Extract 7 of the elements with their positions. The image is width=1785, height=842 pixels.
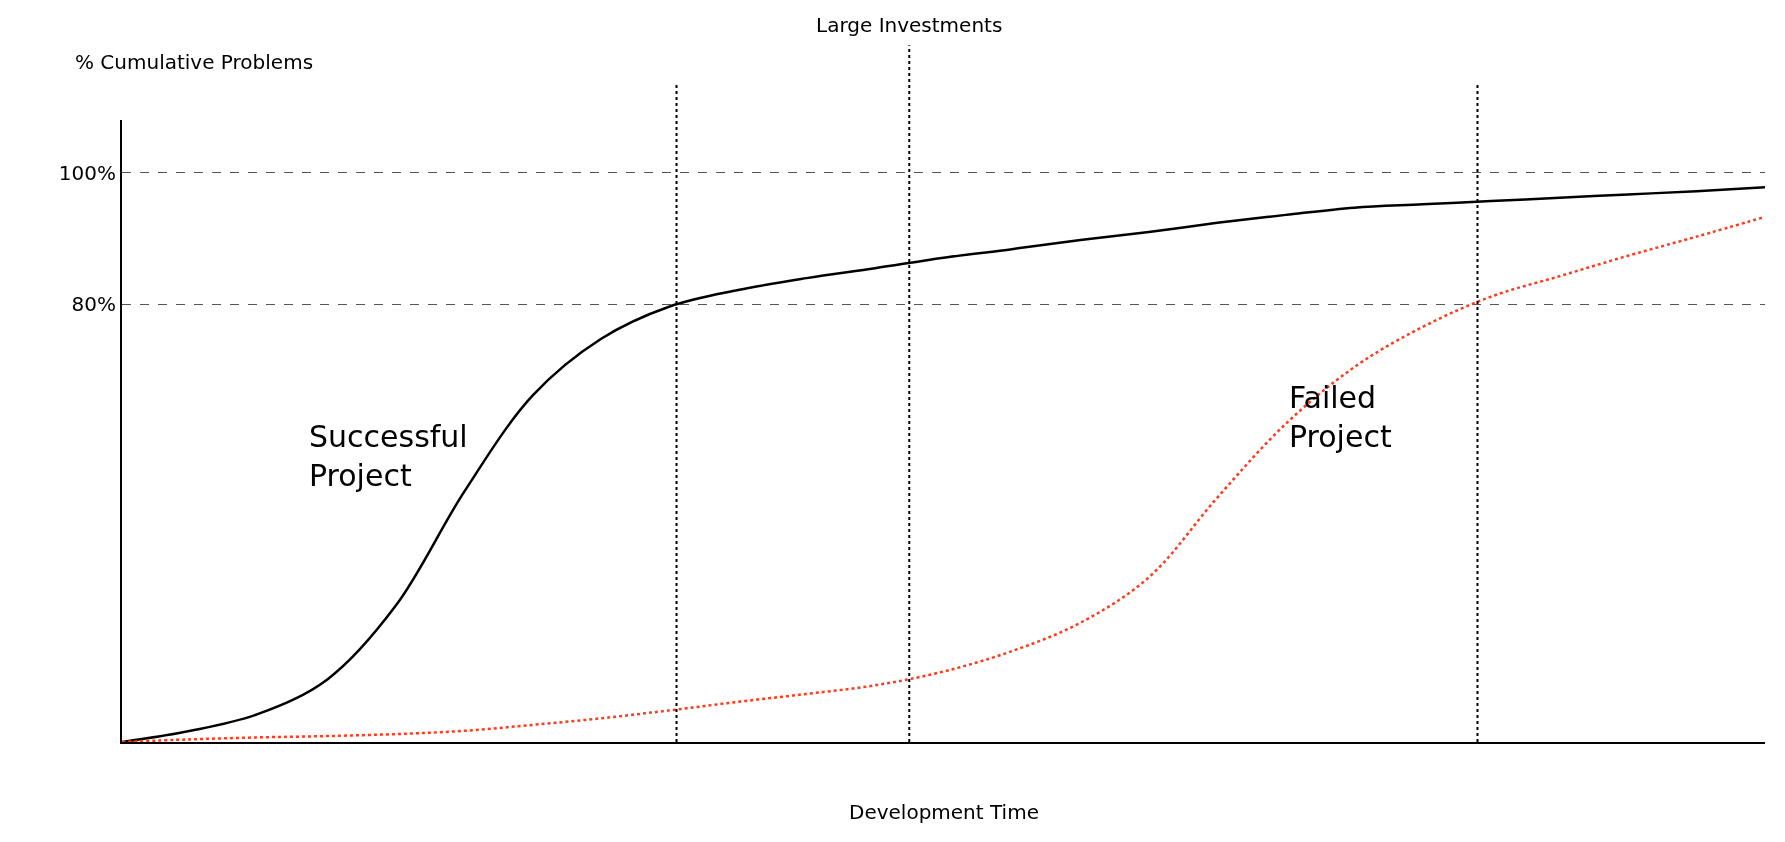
x-axis-title: Development Time [849, 800, 1039, 824]
y-tick-label: 80% [71, 292, 116, 317]
y-tick-label: 100% [58, 160, 116, 185]
annotation: Successful Project [309, 419, 468, 493]
y-axis-title: % Cumulative Problems [75, 50, 314, 74]
text: Large Investments [816, 13, 1003, 37]
annotation: Failed Project [1289, 380, 1392, 454]
